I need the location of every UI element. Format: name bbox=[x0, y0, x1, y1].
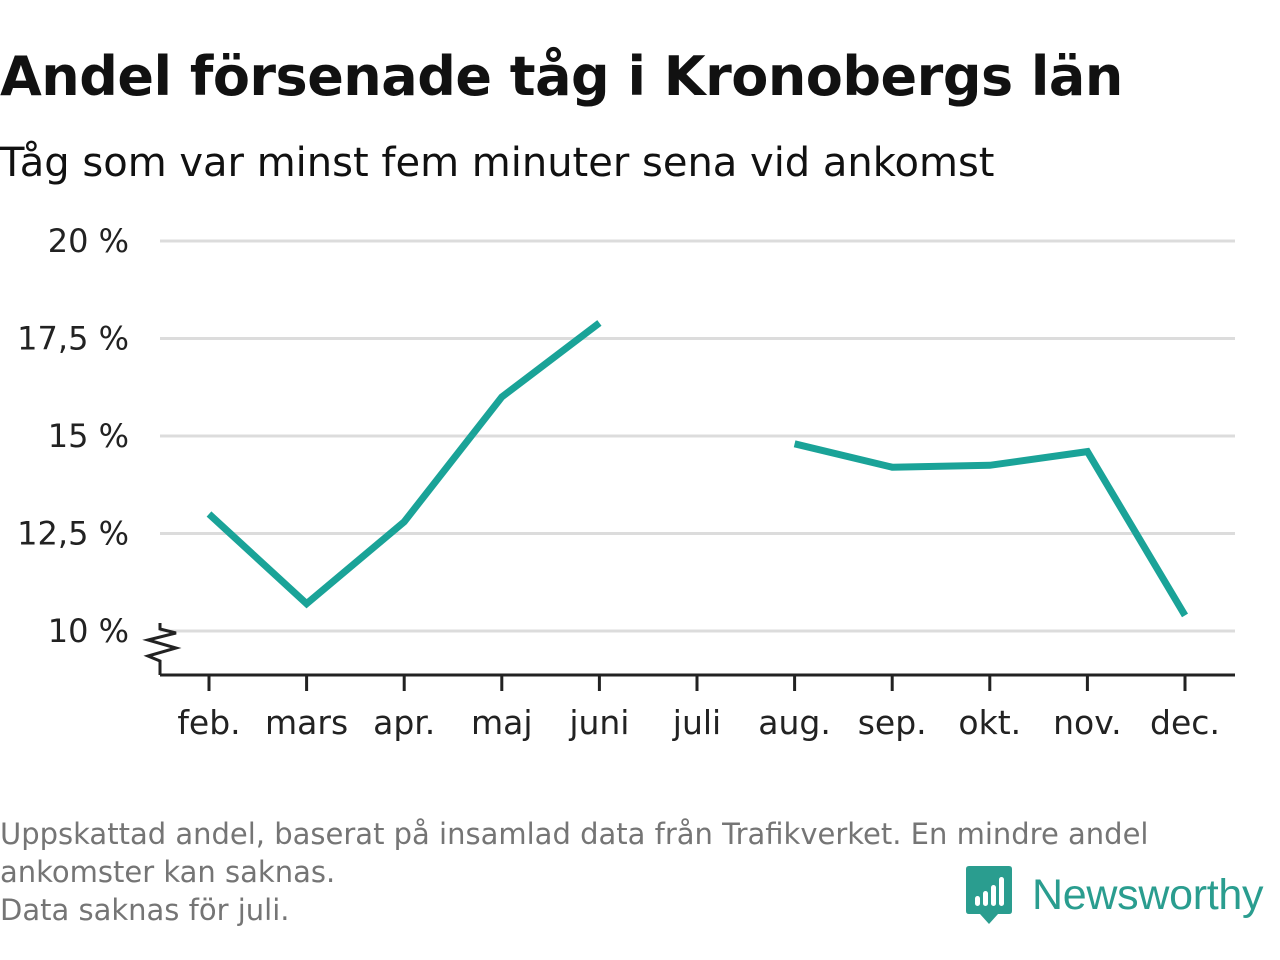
x-tick-label: nov. bbox=[1053, 703, 1122, 742]
x-tick-label: okt. bbox=[958, 703, 1021, 742]
x-axis bbox=[142, 623, 1235, 691]
data-series bbox=[206, 320, 1189, 618]
chart-subtitle: Tåg som var minst fem minuter sena vid a… bbox=[0, 140, 995, 186]
x-tick-label: apr. bbox=[373, 703, 435, 742]
y-tick-label: 10 % bbox=[48, 612, 129, 650]
series-line bbox=[206, 320, 602, 609]
x-tick-label: feb. bbox=[177, 703, 240, 742]
y-tick-label: 15 % bbox=[48, 417, 129, 455]
newsworthy-logo-icon bbox=[966, 866, 1012, 924]
y-axis-tick-labels: 10 % 12,5 % 15 % 17,5 % 20 % bbox=[17, 222, 129, 650]
brand: Newsworthy bbox=[964, 864, 1263, 926]
line-chart: 10 % 12,5 % 15 % 17,5 % 20 % feb. mars apr. maj… bbox=[17, 222, 1235, 742]
y-tick-label: 12,5 % bbox=[17, 515, 129, 553]
y-axis-break-icon bbox=[142, 623, 182, 675]
series-line bbox=[793, 440, 1189, 618]
x-axis-tick-labels: feb. mars apr. maj juni juli aug. sep. okt. nov. d… bbox=[177, 703, 1220, 742]
footnote-line-2: ankomster kan saknas. bbox=[0, 855, 336, 889]
y-tick-label: 20 % bbox=[48, 222, 129, 260]
footnote-line-1: Uppskattad andel, baserat på insamlad da… bbox=[0, 817, 1149, 851]
x-tick-label: maj bbox=[471, 703, 533, 742]
x-tick-label: juni bbox=[568, 703, 629, 742]
footnote-line-3: Data saknas för juli. bbox=[0, 893, 290, 927]
gridlines bbox=[160, 239, 1235, 633]
x-tick-label: juli bbox=[672, 703, 721, 742]
y-tick-label: 17,5 % bbox=[17, 320, 129, 358]
chart-title: Andel försenade tåg i Kronobergs län bbox=[0, 45, 1123, 108]
footnote: Uppskattad andel, baserat på insamlad da… bbox=[0, 815, 1149, 929]
x-tick-label: dec. bbox=[1150, 703, 1220, 742]
x-tick-label: sep. bbox=[858, 703, 927, 742]
x-tick-label: mars bbox=[265, 703, 348, 742]
brand-name: Newsworthy bbox=[1032, 870, 1264, 919]
x-tick-label: aug. bbox=[758, 703, 831, 742]
